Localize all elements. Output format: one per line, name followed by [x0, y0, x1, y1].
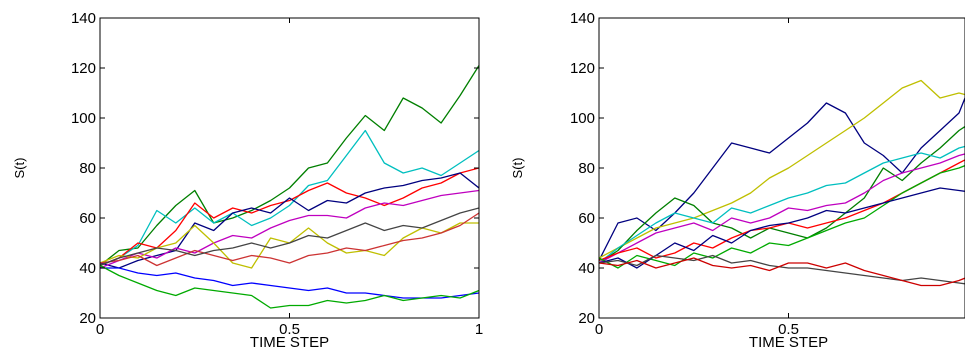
y-axis-label: S(t) [12, 158, 27, 179]
series-line-7 [100, 212, 479, 267]
y-tick-label: 120 [570, 60, 595, 77]
y-tick-label: 80 [79, 160, 96, 177]
left-chart-panel: 20 40 60 80 100 120 140 0 0.5 1 TIME STEP S(t) [12, 10, 483, 351]
x-tick-label: 0 [595, 321, 603, 338]
series-group [100, 65, 479, 309]
y-tick-label: 100 [71, 110, 96, 127]
series-line-5 [599, 153, 965, 264]
series-line-9 [599, 254, 965, 285]
series-line-10 [100, 264, 479, 309]
series-line-10 [599, 257, 965, 287]
x-axis-label: TIME STEP [749, 334, 828, 351]
y-tick-label: 100 [570, 110, 595, 127]
y-tick-label: 20 [79, 310, 96, 327]
series-line-9 [100, 267, 479, 299]
series-line-8 [100, 207, 479, 267]
y-tick-label: 120 [71, 60, 96, 77]
series-line-2 [100, 129, 479, 267]
y-tick-label: 20 [578, 310, 595, 327]
y-axis-label: S(t) [510, 158, 525, 179]
series-line-4 [599, 145, 965, 264]
y-tick-label: 80 [578, 160, 595, 177]
series-line-1 [100, 65, 479, 267]
axes-box [598, 17, 965, 319]
x-tick-label: 0.5 [279, 321, 300, 338]
series-line-7 [599, 164, 965, 269]
y-tick-label: 60 [578, 210, 595, 227]
x-tick-label: 0.5 [778, 321, 799, 338]
series-line-5 [100, 189, 479, 269]
series-line-3 [100, 167, 479, 267]
series-line-1 [599, 96, 965, 261]
series-line-3 [599, 125, 965, 264]
series-group [599, 79, 965, 287]
y-tick-label: 140 [71, 10, 96, 27]
y-tick-label: 40 [578, 260, 595, 277]
y-tick-label: 140 [570, 10, 595, 27]
series-line-8 [599, 187, 965, 269]
series-line-4 [100, 172, 479, 269]
x-tick-label: 1 [475, 321, 483, 338]
series-line-2 [599, 79, 965, 259]
x-axis-label: TIME STEP [250, 334, 329, 351]
y-tick-label: 40 [79, 260, 96, 277]
y-tick-label: 60 [79, 210, 96, 227]
series-line-6 [100, 222, 479, 269]
x-tick-label: 0 [96, 321, 104, 338]
